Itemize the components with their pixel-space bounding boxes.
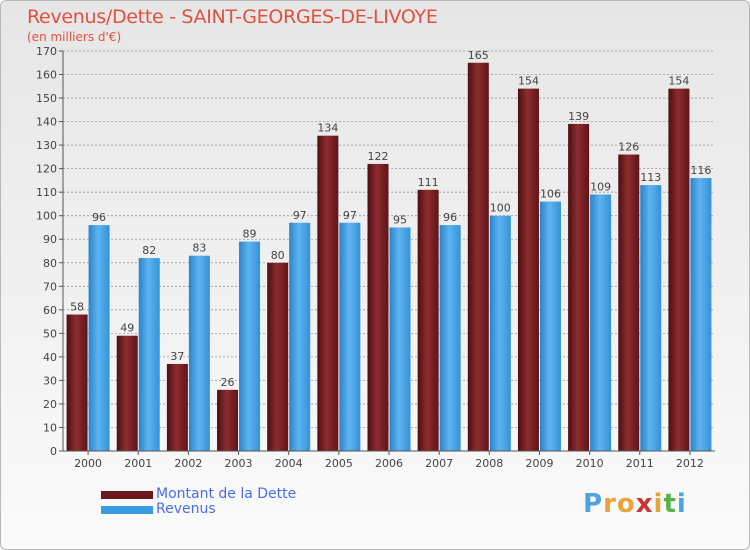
y-tick-label: 100: [36, 210, 57, 223]
data-label-revenus: 96: [443, 211, 457, 224]
data-label-dette: 80: [271, 249, 285, 262]
x-tick-label: 2011: [626, 457, 654, 470]
data-label-dette: 122: [368, 150, 389, 163]
bar-dette: [367, 163, 389, 452]
bar-dette: [317, 135, 339, 452]
data-label-revenus: 97: [293, 209, 307, 222]
y-tick-label: 40: [43, 351, 57, 364]
x-tick-label: 2010: [576, 457, 604, 470]
logo-letter: i: [676, 489, 687, 519]
logo-letter: r: [603, 489, 617, 519]
logo-letter: P: [583, 489, 604, 519]
y-tick-label: 80: [43, 257, 57, 270]
data-label-revenus: 109: [590, 181, 611, 194]
bar-revenus: [138, 258, 160, 451]
data-label-dette: 58: [70, 301, 84, 314]
y-tick-label: 50: [43, 327, 57, 340]
data-label-dette: 126: [618, 141, 639, 154]
bar-dette: [267, 262, 289, 451]
bar-dette: [517, 88, 539, 451]
x-tick-label: 2007: [425, 457, 453, 470]
legend-swatch-dette: [101, 491, 153, 499]
data-label-revenus: 116: [690, 164, 711, 177]
y-tick-label: 60: [43, 304, 57, 317]
data-label-dette: 49: [120, 322, 134, 335]
bar-dette: [116, 335, 138, 451]
y-tick-label: 120: [36, 163, 57, 176]
x-tick-label: 2008: [475, 457, 503, 470]
x-tick-label: 2012: [676, 457, 704, 470]
x-tick-label: 2005: [325, 457, 353, 470]
y-tick-label: 170: [36, 45, 57, 58]
data-label-revenus: 95: [393, 213, 407, 226]
bar-revenus: [289, 222, 311, 451]
logo-letter: t: [663, 489, 677, 519]
data-label-dette: 111: [418, 176, 439, 189]
data-label-dette: 139: [568, 110, 589, 123]
x-tick-label: 2003: [225, 457, 253, 470]
bar-revenus: [489, 215, 511, 451]
data-label-dette: 154: [668, 75, 689, 88]
bar-dette: [618, 154, 640, 451]
y-tick-label: 150: [36, 92, 57, 105]
legend-swatch-revenus: [101, 506, 153, 514]
y-tick-label: 110: [36, 186, 57, 199]
bar-dette: [417, 189, 439, 451]
y-tick-label: 140: [36, 116, 57, 129]
proxiti-logo: Proxiti: [583, 489, 687, 519]
data-label-revenus: 113: [640, 171, 661, 184]
bar-revenus: [590, 194, 612, 451]
bar-revenus: [690, 178, 712, 451]
legend-label-dette: Montant de la Dette: [156, 486, 297, 502]
chart-subtitle: (en milliers d'€): [27, 30, 122, 44]
data-label-dette: 134: [317, 122, 338, 135]
y-tick-label: 90: [43, 233, 57, 246]
y-tick-label: 160: [36, 69, 57, 82]
y-tick-label: 70: [43, 280, 57, 293]
data-label-revenus: 83: [192, 242, 206, 255]
bar-dette: [668, 88, 690, 451]
data-label-dette: 37: [170, 350, 184, 363]
y-tick-label: 10: [43, 421, 57, 434]
bar-revenus: [539, 201, 561, 451]
data-label-dette: 165: [468, 49, 489, 62]
data-label-revenus: 82: [142, 244, 156, 257]
x-tick-label: 2004: [275, 457, 303, 470]
data-label-revenus: 89: [243, 228, 257, 241]
x-tick-label: 2006: [375, 457, 403, 470]
chart-title: Revenus/Dette - SAINT-GEORGES-DE-LIVOYE: [27, 6, 438, 28]
y-tick-label: 130: [36, 139, 57, 152]
bar-dette: [467, 62, 489, 451]
bar-revenus: [239, 241, 261, 451]
data-label-revenus: 96: [92, 211, 106, 224]
data-label-revenus: 97: [343, 209, 357, 222]
bar-dette: [66, 314, 88, 451]
logo-letter: i: [653, 489, 664, 519]
data-label-revenus: 100: [490, 202, 511, 215]
data-label-dette: 26: [221, 376, 235, 389]
x-tick-label: 2009: [525, 457, 553, 470]
bar-revenus: [339, 222, 361, 451]
bar-revenus: [88, 225, 110, 451]
data-label-revenus: 106: [540, 188, 561, 201]
bar-revenus: [389, 227, 411, 451]
logo-letter: x: [635, 489, 654, 519]
bar-dette: [166, 363, 188, 451]
bar-dette: [568, 123, 590, 452]
data-label-dette: 154: [518, 75, 539, 88]
bar-revenus: [439, 225, 461, 451]
y-tick-label: 0: [50, 445, 57, 458]
bar-dette: [217, 389, 239, 451]
y-tick-label: 30: [43, 374, 57, 387]
x-tick-label: 2002: [174, 457, 202, 470]
logo-letter: o: [616, 489, 636, 519]
bar-revenus: [640, 185, 662, 451]
legend-label-revenus: Revenus: [156, 501, 216, 517]
x-tick-label: 2001: [124, 457, 152, 470]
bar-revenus: [188, 255, 210, 451]
x-tick-label: 2000: [74, 457, 102, 470]
y-tick-label: 20: [43, 398, 57, 411]
